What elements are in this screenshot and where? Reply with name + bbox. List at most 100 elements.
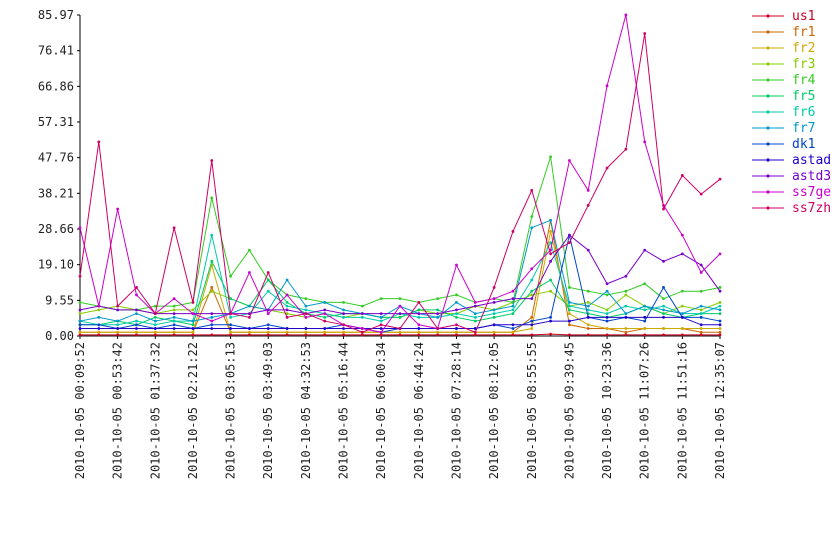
x-tick-label: 2010-10-05 06:00:34 — [374, 342, 388, 479]
data-point — [285, 293, 289, 297]
data-point — [379, 297, 383, 301]
legend-marker — [766, 158, 770, 162]
data-point — [285, 315, 289, 319]
data-point — [135, 327, 138, 330]
data-point — [417, 330, 421, 334]
data-point — [586, 289, 590, 293]
data-point — [248, 327, 251, 330]
data-point — [323, 308, 327, 312]
data-point — [379, 330, 383, 334]
data-point — [191, 327, 195, 330]
data-point — [248, 312, 251, 315]
data-point — [436, 315, 440, 319]
data-point — [492, 330, 496, 334]
x-tick-label: 2010-10-05 00:09:52 — [73, 342, 87, 479]
data-point — [605, 282, 609, 286]
data-point — [248, 330, 251, 334]
data-point — [530, 327, 534, 330]
legend-label: us1 — [792, 9, 815, 24]
data-point — [191, 312, 195, 315]
data-point — [586, 304, 590, 308]
legend-label: fr3 — [792, 57, 815, 72]
data-point — [379, 312, 383, 315]
data-point — [229, 323, 232, 327]
data-point — [718, 252, 722, 256]
series-line — [80, 259, 720, 326]
data-point — [153, 327, 157, 330]
data-point — [568, 233, 571, 237]
y-tick-label: 66.86 — [38, 79, 74, 93]
data-point — [323, 315, 327, 319]
data-point — [586, 323, 590, 327]
data-point — [398, 327, 402, 330]
data-point — [417, 323, 421, 327]
data-point — [473, 300, 477, 304]
data-point — [586, 188, 590, 192]
data-point — [530, 319, 534, 323]
x-tick-label: 2010-10-05 11:51:16 — [675, 342, 689, 479]
data-point — [116, 308, 120, 312]
data-point — [285, 312, 289, 315]
data-point — [266, 289, 270, 293]
data-point — [455, 315, 458, 319]
series-line — [79, 14, 721, 333]
data-point — [78, 312, 82, 315]
data-point — [285, 300, 289, 304]
data-point — [680, 289, 684, 293]
data-point — [266, 278, 270, 282]
data-point — [417, 327, 421, 330]
data-point — [78, 333, 82, 337]
data-point — [455, 263, 458, 267]
data-point — [172, 304, 176, 308]
data-point — [455, 323, 458, 327]
data-point — [455, 312, 458, 315]
data-point — [360, 333, 364, 337]
data-point — [549, 289, 552, 293]
data-point — [492, 312, 496, 315]
data-point — [568, 159, 571, 162]
data-point — [530, 226, 534, 230]
data-point — [210, 327, 214, 330]
data-point — [97, 304, 101, 308]
data-point — [605, 166, 609, 170]
series-line — [80, 316, 720, 330]
data-point — [172, 308, 176, 312]
data-point — [78, 327, 82, 330]
data-point — [135, 330, 138, 334]
data-point — [285, 327, 289, 330]
x-tick-label: 2010-10-05 02:21:22 — [186, 342, 200, 479]
data-point — [680, 333, 684, 337]
data-point — [229, 297, 232, 301]
data-point — [248, 304, 251, 308]
y-tick-label: 28.66 — [38, 222, 74, 236]
data-point — [323, 330, 327, 334]
data-point — [379, 327, 383, 330]
data-point — [97, 308, 101, 312]
data-point — [172, 319, 176, 323]
data-point — [718, 308, 722, 312]
y-tick-label: 9.55 — [45, 293, 74, 307]
legend-label: fr2 — [792, 41, 815, 56]
data-point — [530, 333, 534, 337]
data-point — [568, 300, 571, 304]
data-point — [135, 319, 138, 323]
series-line — [79, 234, 721, 315]
x-tick-label: 2010-10-05 10:23:36 — [600, 342, 614, 479]
data-point — [455, 308, 458, 312]
data-point — [492, 286, 496, 289]
x-tick-label: 2010-10-05 06:44:24 — [412, 342, 426, 479]
data-point — [549, 319, 552, 323]
data-point — [78, 226, 82, 230]
data-point — [172, 333, 176, 337]
data-point — [643, 282, 647, 286]
data-point — [266, 312, 270, 315]
data-point — [624, 315, 628, 319]
data-point — [662, 327, 665, 330]
y-tick-label: 85.97 — [38, 8, 74, 22]
data-point — [586, 333, 590, 337]
data-point — [699, 271, 703, 274]
data-point — [116, 319, 120, 323]
x-tick-label: 2010-10-05 08:55:55 — [525, 342, 539, 479]
x-tick-label: 2010-10-05 03:49:03 — [261, 342, 275, 479]
data-point — [699, 263, 703, 267]
